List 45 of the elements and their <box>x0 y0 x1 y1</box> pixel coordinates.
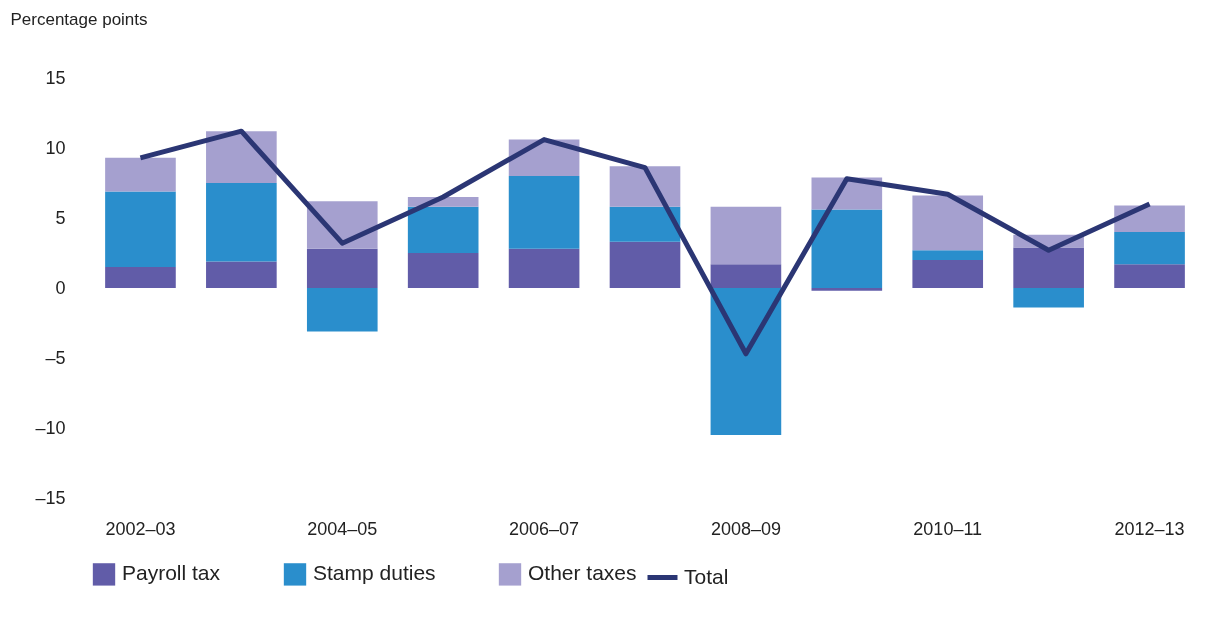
y-tick-label: 5 <box>55 207 66 228</box>
y-tick-label: 0 <box>55 277 66 298</box>
legend-label: Total <box>684 564 729 588</box>
bar <box>306 288 378 332</box>
bar <box>1013 288 1084 308</box>
bar <box>609 241 681 288</box>
bar <box>105 267 176 288</box>
legend-label: Stamp duties <box>313 561 436 585</box>
bar <box>1114 205 1185 232</box>
bar <box>1114 232 1185 265</box>
bar <box>105 157 176 192</box>
bar <box>508 248 580 288</box>
y-tick-label: –10 <box>35 417 66 438</box>
bar <box>407 206 479 253</box>
bar <box>1114 264 1185 288</box>
y-tick-label: 10 <box>45 137 66 158</box>
bar <box>306 248 378 288</box>
bar <box>912 195 984 251</box>
bar <box>407 253 479 288</box>
y-axis-title: Percentage points <box>10 9 148 29</box>
bar <box>811 209 883 288</box>
bar <box>912 260 984 288</box>
bar <box>508 176 580 249</box>
bar <box>105 191 176 267</box>
y-tick-label: 15 <box>45 67 66 88</box>
y-tick-label: –5 <box>45 347 66 368</box>
legend-label: Other taxes <box>528 561 637 585</box>
x-tick-label: 2008–09 <box>710 518 781 539</box>
bar <box>206 183 277 262</box>
x-tick-label: 2012–13 <box>1114 518 1185 539</box>
bar <box>1013 247 1084 288</box>
legend-label: Payroll tax <box>122 561 221 585</box>
bar <box>710 264 782 288</box>
bar <box>609 206 681 242</box>
y-tick-label: –15 <box>35 487 66 508</box>
x-tick-label: 2006–07 <box>509 518 580 539</box>
bar <box>710 288 782 435</box>
x-tick-label: 2002–03 <box>105 518 176 539</box>
bar <box>811 288 883 291</box>
bar <box>609 166 681 207</box>
bar <box>206 261 277 288</box>
x-tick-label: 2004–05 <box>307 518 378 539</box>
bar <box>912 250 984 260</box>
bar <box>710 206 782 265</box>
x-tick-label: 2010–11 <box>913 518 983 539</box>
